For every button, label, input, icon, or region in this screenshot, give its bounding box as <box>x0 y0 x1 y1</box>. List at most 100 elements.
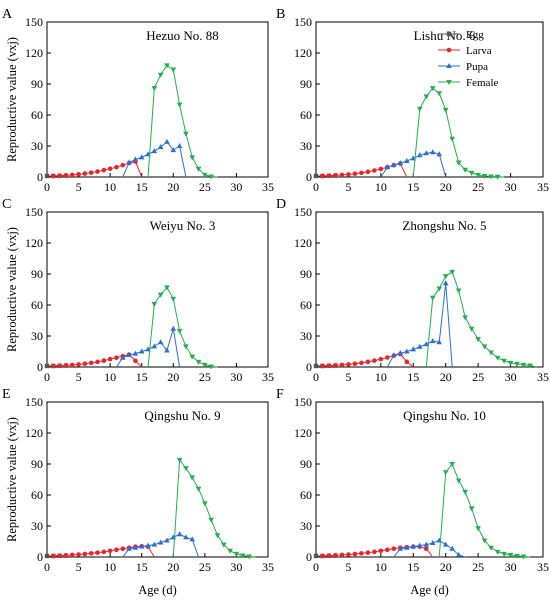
data-point-female <box>449 462 455 467</box>
y-axis-label: Reproductive value (vxj) <box>5 37 19 162</box>
x-tick-label: 30 <box>505 560 517 574</box>
x-tick-label: 0 <box>313 180 319 194</box>
data-point-female <box>488 545 494 551</box>
data-point-larva <box>114 164 119 170</box>
series-line-pupa <box>393 539 466 558</box>
x-tick-label: 15 <box>407 560 419 574</box>
data-point-pupa <box>151 541 158 547</box>
data-point-larva <box>326 173 332 178</box>
data-point-pupa <box>391 352 397 358</box>
data-point-larva <box>57 553 62 558</box>
data-point-female <box>164 285 170 291</box>
data-point-larva <box>95 550 100 555</box>
y-tick-label: 150 <box>25 15 43 29</box>
data-point-female <box>481 173 488 179</box>
y-tick-label: 90 <box>31 457 43 471</box>
y-tick-label: 90 <box>31 77 43 91</box>
legend-label: Egg <box>466 29 484 41</box>
data-point-larva <box>423 546 429 552</box>
plot-frame <box>46 21 269 178</box>
data-point-pupa <box>138 348 145 354</box>
x-tick-label: 10 <box>104 370 116 384</box>
data-point-pupa <box>404 157 410 163</box>
data-point-pupa <box>442 280 449 286</box>
panel-letter: E <box>2 387 11 402</box>
data-point-pupa <box>189 536 196 542</box>
data-point-pupa <box>132 350 139 356</box>
x-tick-label: 25 <box>472 180 484 194</box>
y-tick-label: 60 <box>300 108 312 122</box>
data-point-female <box>449 136 455 142</box>
x-tick-label: 25 <box>199 560 211 574</box>
plot-frame <box>46 401 269 558</box>
data-point-pupa <box>423 150 430 156</box>
y-tick-label: 120 <box>25 236 43 250</box>
x-tick-label: 0 <box>44 370 50 384</box>
series-line-female <box>172 458 256 558</box>
x-tick-label: 10 <box>375 180 387 194</box>
legend-marker <box>446 80 452 85</box>
series-larva <box>51 543 155 559</box>
data-point-egg <box>44 173 50 179</box>
data-point-pupa <box>397 350 404 356</box>
data-point-larva <box>359 360 364 366</box>
data-point-pupa <box>391 162 397 168</box>
data-point-egg <box>313 553 319 559</box>
data-point-female <box>494 355 501 361</box>
series-female <box>438 462 531 560</box>
data-point-female <box>221 542 227 548</box>
panel-title: Zhongshu No. 5 <box>402 218 486 233</box>
y-tick-label: 90 <box>300 457 312 471</box>
data-point-larva <box>95 169 100 174</box>
data-point-larva <box>69 552 75 558</box>
y-tick-label: 30 <box>31 519 43 533</box>
data-point-female <box>520 362 527 368</box>
data-point-larva <box>352 551 358 557</box>
data-point-female <box>157 292 164 298</box>
data-point-pupa <box>126 352 132 358</box>
data-point-pupa <box>151 343 158 349</box>
x-tick-label: 5 <box>345 560 351 574</box>
data-point-female <box>189 475 196 481</box>
y-tick-label: 0 <box>306 550 312 564</box>
series-pupa <box>122 531 200 558</box>
data-point-female <box>227 548 233 554</box>
data-point-larva <box>346 552 351 557</box>
data-point-pupa <box>164 138 170 144</box>
data-point-female <box>514 553 520 559</box>
data-point-larva <box>359 551 364 556</box>
data-point-larva <box>365 169 371 175</box>
series-female <box>425 269 537 369</box>
y-tick-label: 120 <box>294 46 312 60</box>
x-tick-label: 20 <box>440 560 452 574</box>
data-point-pupa <box>170 325 177 331</box>
data-point-pupa <box>436 537 443 543</box>
x-tick-label: 20 <box>440 370 452 384</box>
x-tick-label: 30 <box>230 180 242 194</box>
x-tick-label: 15 <box>407 180 419 194</box>
panel-title: Hezuo No. 88 <box>146 28 219 43</box>
data-point-pupa <box>423 341 430 347</box>
y-tick-label: 0 <box>37 360 43 374</box>
y-tick-label: 120 <box>294 426 312 440</box>
x-tick-label: 0 <box>44 560 50 574</box>
panel-title: Qingshu No. 9 <box>144 408 220 423</box>
data-point-female <box>151 301 158 307</box>
data-point-female <box>494 174 501 180</box>
data-point-female <box>183 466 189 472</box>
series-pupa <box>116 325 181 368</box>
panel-title: Weiyu No. 3 <box>150 218 216 233</box>
y-tick-label: 150 <box>294 395 312 409</box>
data-point-larva <box>63 553 69 558</box>
panel-letter: D <box>276 197 286 212</box>
panel-B: 0 5 10 15 20 25 30 35 0 30 60 90 120 150 Lishu No. 6 B <box>276 7 549 194</box>
x-tick-label: 5 <box>76 560 82 574</box>
series-line-female <box>147 286 218 368</box>
y-tick-label: 150 <box>294 205 312 219</box>
x-tick-label: 25 <box>472 560 484 574</box>
data-point-female <box>208 517 214 523</box>
data-point-larva <box>339 362 345 368</box>
data-point-larva <box>359 170 364 176</box>
data-point-larva <box>385 355 390 360</box>
data-point-larva <box>88 551 94 556</box>
